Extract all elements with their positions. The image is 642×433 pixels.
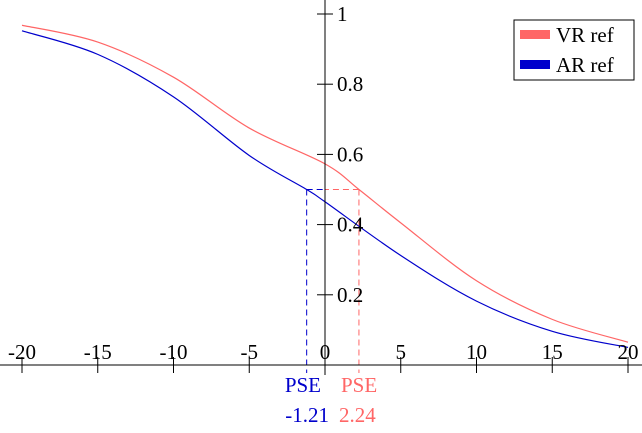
x-tick-label: -5 bbox=[241, 340, 259, 364]
x-tick-label: 20 bbox=[618, 340, 639, 364]
legend: VR ref AR ref bbox=[513, 19, 635, 81]
y-ticks: 0.2 0.4 0.6 0.8 1 bbox=[317, 2, 364, 307]
x-tick-label: 5 bbox=[396, 340, 407, 364]
x-ticks: -20 -15 -10 -5 0 5 10 15 20 bbox=[8, 340, 639, 373]
y-tick-label: 0.6 bbox=[337, 142, 363, 166]
x-tick-label: 10 bbox=[466, 340, 487, 364]
x-tick-label: 15 bbox=[542, 340, 563, 364]
legend-label: AR ref bbox=[556, 53, 614, 77]
x-tick-label: -15 bbox=[84, 340, 112, 364]
legend-swatch bbox=[520, 30, 550, 39]
series-line-vr-ref bbox=[21, 24, 629, 343]
pse-value-ar: -1.21 bbox=[285, 403, 329, 427]
pse-value-vr: 2.24 bbox=[339, 403, 376, 427]
y-tick-label: 0.2 bbox=[337, 283, 363, 307]
pse-label-vr: PSE bbox=[341, 373, 377, 397]
y-tick-label: 0.8 bbox=[337, 72, 363, 96]
series-line-ar-ref bbox=[21, 30, 629, 349]
legend-swatch bbox=[520, 60, 550, 69]
pse-label-ar: PSE bbox=[285, 373, 321, 397]
x-tick-label: -10 bbox=[160, 340, 188, 364]
pse-labels: PSE -1.21 PSE 2.24 bbox=[285, 373, 377, 427]
y-tick-label: 0.4 bbox=[337, 213, 364, 237]
y-tick-label: 1 bbox=[337, 2, 348, 26]
pse-guides bbox=[306, 189, 360, 373]
legend-label: VR ref bbox=[556, 23, 614, 47]
x-tick-label: -20 bbox=[8, 340, 36, 364]
curve-layer bbox=[21, 24, 629, 349]
x-tick-label: 0 bbox=[320, 340, 331, 364]
